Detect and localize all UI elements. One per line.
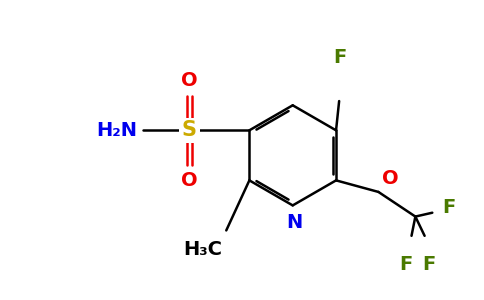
Text: O: O (181, 171, 197, 190)
Text: S: S (182, 120, 197, 140)
Text: H₃C: H₃C (183, 240, 223, 259)
Text: O: O (181, 70, 197, 89)
Text: O: O (382, 169, 399, 188)
Text: N: N (286, 213, 302, 232)
Text: F: F (399, 255, 413, 274)
Text: F: F (333, 48, 347, 67)
Text: F: F (423, 255, 436, 274)
Text: H₂N: H₂N (96, 121, 137, 140)
Text: F: F (442, 198, 455, 217)
